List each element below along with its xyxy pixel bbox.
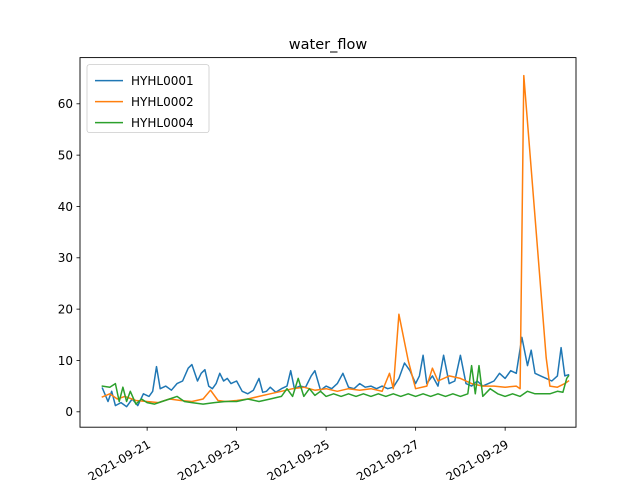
y-tick-label: 0 (65, 405, 73, 419)
legend-label-hyhl0004: HYHL0004 (131, 116, 194, 130)
chart-title: water_flow (289, 37, 368, 53)
legend-label-hyhl0002: HYHL0002 (131, 95, 194, 109)
series-line-hyhl0001 (101, 336, 570, 408)
y-tick-label: 20 (58, 302, 73, 316)
plot-frame (79, 57, 577, 428)
y-tick-label: 40 (58, 200, 73, 214)
legend-frame (86, 64, 210, 133)
series-line-hyhl0004 (101, 364, 570, 405)
y-tick-label: 30 (58, 251, 73, 265)
y-axis: 0 10 20 30 40 50 60 (58, 97, 80, 419)
y-tick-label: 50 (58, 148, 73, 162)
legend-label-hyhl0001: HYHL0001 (131, 74, 194, 88)
y-tick-label: 10 (58, 354, 73, 368)
plot-lines (101, 74, 570, 408)
y-tick-label: 60 (58, 97, 73, 111)
legend: HYHL0001 HYHL0002 HYHL0004 (86, 64, 210, 133)
